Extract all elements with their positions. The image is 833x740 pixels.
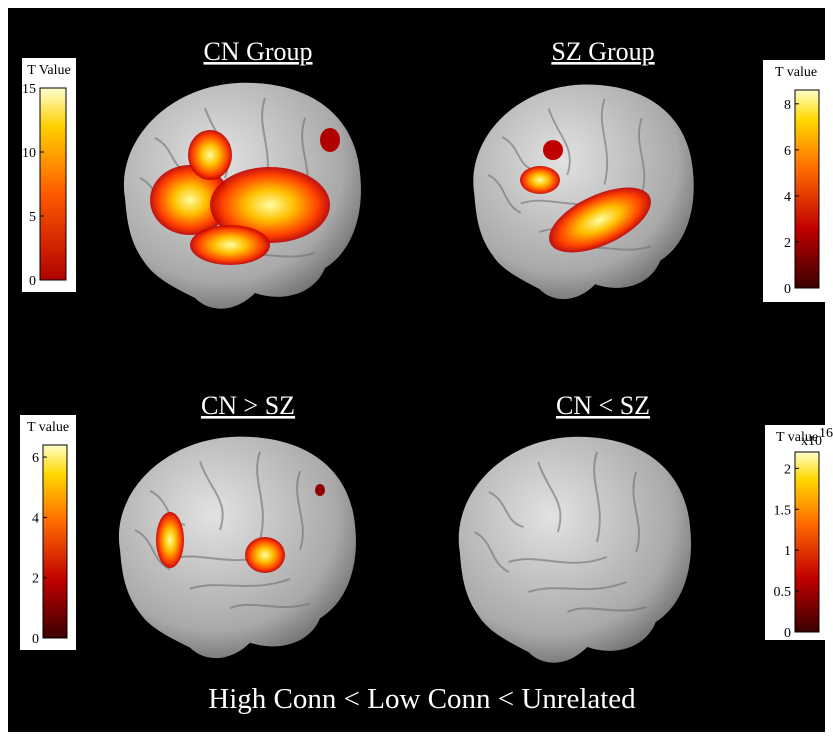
colorbar-label: T Value [27,63,70,78]
panel-title: CN Group [203,37,312,66]
tick-label: 0 [784,626,791,641]
tick-label: 1.5 [774,503,792,518]
tick-label: 5 [29,210,36,225]
tick-label: 4 [32,511,39,526]
tick-label: 15 [22,82,36,97]
background [8,8,825,732]
tick-label: 0 [784,282,791,297]
tick-label: 6 [32,451,39,466]
figure: CN Group SZ Group CN > SZ CN < SZ High C… [0,0,833,740]
colorbar-label: T value [775,65,817,80]
colorbar [40,88,66,280]
panel-title: SZ Group [551,37,654,66]
tick-label: 1 [784,544,791,559]
tick-label: 2 [784,462,791,477]
tick-label: 2 [32,572,39,587]
tick-label: 2 [784,236,791,251]
caption: High Conn < Low Conn < Unrelated [208,683,636,715]
tick-label: 0.5 [774,585,792,600]
panel-title: CN < SZ [556,391,650,420]
colorbar [795,452,819,632]
tick-label: 10 [22,146,36,161]
tick-label: 4 [784,190,791,205]
panel-title: CN > SZ [201,391,295,420]
colorbar [795,90,819,288]
tick-label: 0 [29,274,36,289]
tick-label: 6 [784,144,791,159]
colorbar [43,445,67,638]
colorbar-exponent: 16 [819,426,833,441]
tick-label: 8 [784,98,791,113]
colorbar-label: T value [27,420,69,435]
tick-label: 0 [32,632,39,647]
